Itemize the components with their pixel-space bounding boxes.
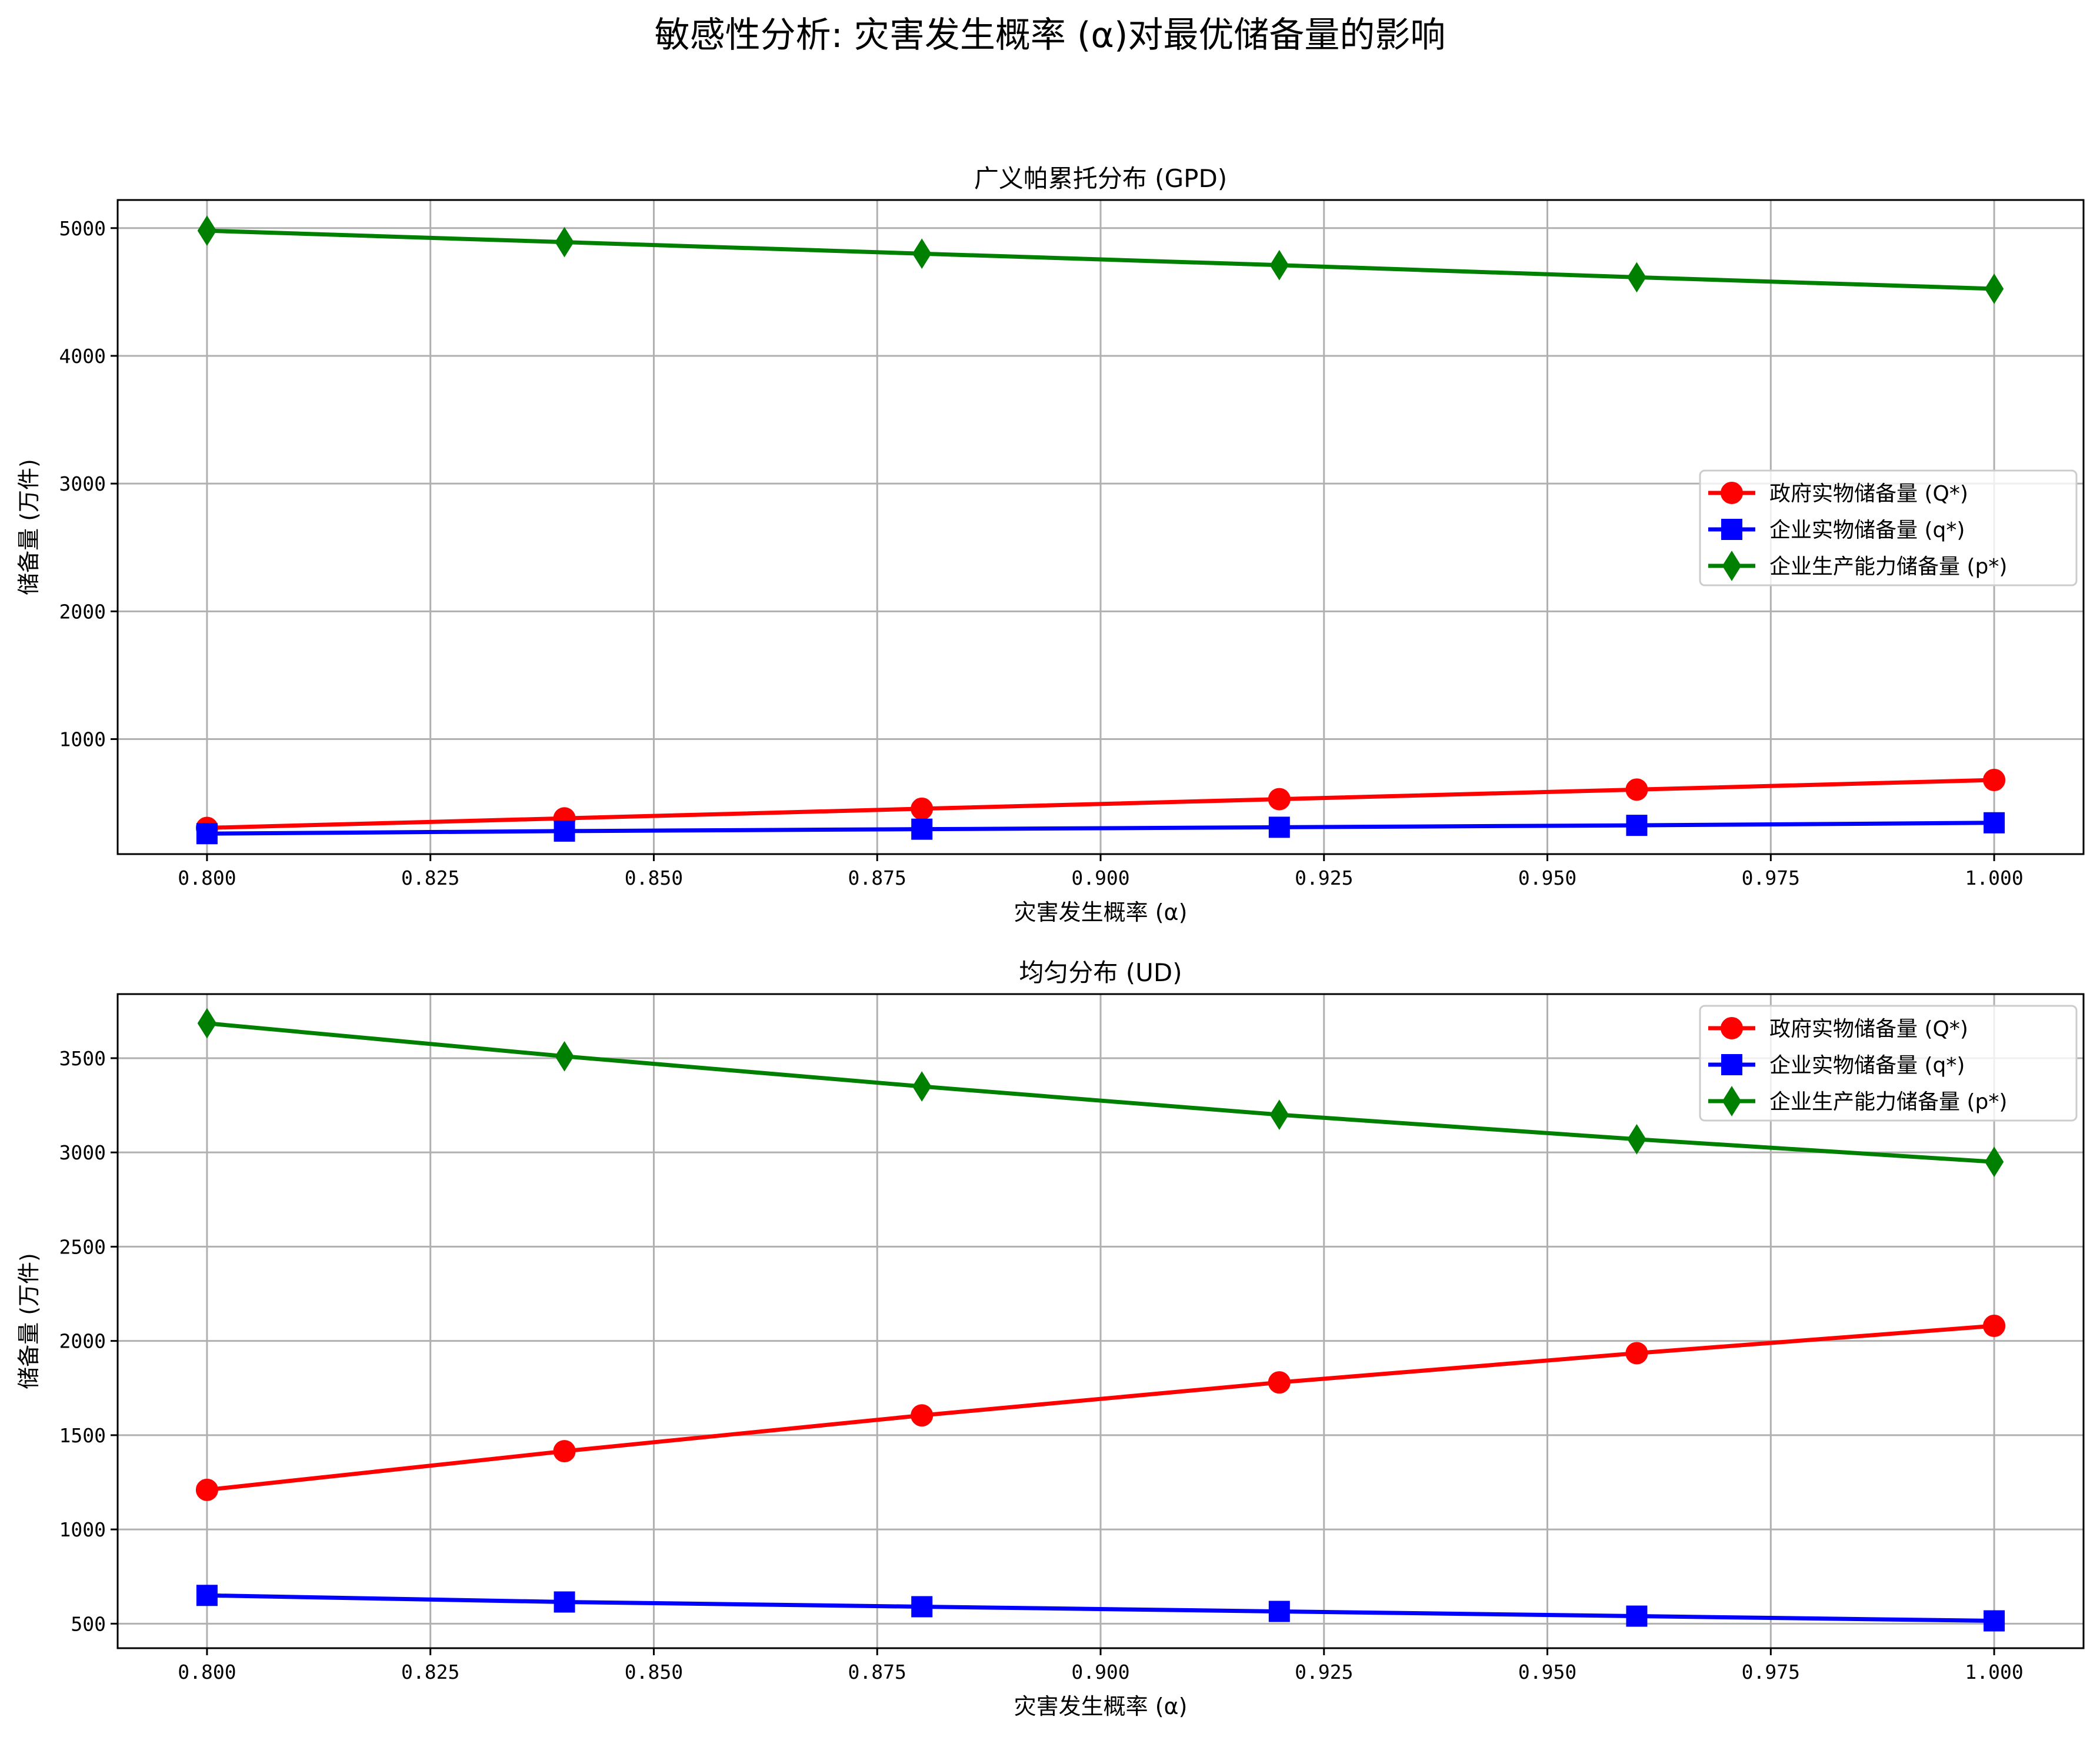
x-tick-label: 0.850 (625, 1661, 683, 1683)
x-axis-label: 灾害发生概率 (α) (1014, 1693, 1188, 1719)
data-point-p (1984, 274, 2004, 304)
y-tick-label: 1500 (59, 1424, 106, 1447)
legend-marker-Q (1721, 1017, 1743, 1039)
data-point-q (1268, 1601, 1290, 1622)
data-point-Q (1983, 1315, 2006, 1338)
y-tick-label: 1000 (59, 1518, 106, 1541)
data-point-p (1269, 1099, 1289, 1130)
data-point-q (1984, 812, 2005, 834)
legend-marker-p (1722, 1086, 1742, 1116)
subplot-title: 均匀分布 (UD) (1019, 958, 1182, 987)
legend-label-q: 企业实物储备量 (q*) (1769, 1053, 1965, 1078)
x-tick-label: 0.900 (1071, 866, 1129, 889)
data-point-Q (1983, 769, 2006, 792)
x-tick-label: 0.975 (1742, 866, 1800, 889)
x-tick-label: 0.975 (1742, 1661, 1800, 1683)
x-tick-label: 0.950 (1518, 866, 1576, 889)
data-point-Q (1625, 778, 1648, 801)
y-tick-label: 2000 (59, 600, 106, 623)
data-point-p (197, 215, 217, 246)
series-line-Q (206, 778, 1995, 830)
legend-label-p: 企业生产能力储备量 (p*) (1769, 555, 2007, 579)
x-tick-label: 1.000 (1965, 866, 2023, 889)
data-point-p (1269, 249, 1289, 281)
data-point-Q (911, 1404, 934, 1427)
subplot-title: 广义帕累托分布 (GPD) (974, 164, 1227, 193)
data-point-q (554, 1591, 575, 1613)
x-tick-label: 0.825 (401, 1661, 459, 1683)
data-point-p (1627, 262, 1646, 293)
x-tick-label: 1.000 (1965, 1661, 2023, 1683)
ud-panel: 0.800 0.825 0.850 0.875 0.900 0.925 0.950 0.975… (16, 958, 2085, 1719)
gpd-panel: 0.800 0.825 0.850 0.875 0.900 0.925 0.950 0.975… (16, 164, 2085, 925)
y-axis-label: 储备量 (万件) (16, 1253, 42, 1389)
x-tick-label: 0.950 (1518, 1661, 1576, 1683)
y-tick-label: 1000 (59, 728, 106, 751)
y-tick-label: 3000 (59, 1141, 106, 1164)
y-tick-label: 2000 (59, 1330, 106, 1353)
series-line-Q (206, 1323, 1995, 1492)
legend-label-Q: 政府实物储备量 (Q*) (1769, 1017, 1968, 1041)
series-line-p (206, 228, 1995, 291)
legend-marker-q (1721, 1054, 1742, 1075)
x-tick-label: 0.925 (1295, 1661, 1353, 1683)
data-point-q (196, 823, 218, 845)
series-line-q (206, 1593, 1995, 1623)
x-tick-label: 0.825 (401, 866, 459, 889)
data-point-q (554, 820, 575, 842)
legend-box (1699, 469, 2078, 586)
legend-marker-q (1721, 519, 1742, 540)
data-point-q (1268, 816, 1290, 838)
legend: 政府实物储备量 (Q*) 企业实物储备量 (q*) 企业生产能力储备量 (p*) (1699, 1005, 2078, 1122)
data-point-q (1626, 815, 1648, 836)
data-point-p (1627, 1123, 1646, 1155)
y-tick-label: 2500 (59, 1235, 106, 1258)
data-point-Q (195, 1478, 218, 1501)
data-point-q (1626, 1605, 1648, 1627)
data-point-Q (553, 1440, 576, 1463)
data-point-p (555, 1041, 574, 1072)
plot-frame (116, 993, 2085, 1649)
data-point-q (196, 1585, 218, 1606)
x-tick-label: 0.850 (625, 866, 683, 889)
data-point-p (912, 1071, 932, 1102)
data-point-p (912, 238, 932, 269)
data-point-p (555, 226, 574, 258)
x-tick-label: 0.800 (178, 1661, 236, 1683)
x-tick-label: 0.900 (1071, 1661, 1129, 1683)
legend-label-p: 企业生产能力储备量 (p*) (1769, 1090, 2007, 1114)
figure-title: 敏感性分析: 灾害发生概率 (α)对最优储备量的影响 (655, 15, 1446, 56)
data-point-Q (911, 797, 934, 820)
data-point-Q (1625, 1342, 1648, 1365)
x-tick-label: 0.925 (1295, 866, 1353, 889)
legend-marker-p (1722, 551, 1742, 581)
x-tick-label: 0.875 (848, 1661, 906, 1683)
data-point-p (197, 1008, 217, 1039)
y-tick-label: 5000 (59, 217, 106, 240)
legend: 政府实物储备量 (Q*) 企业实物储备量 (q*) 企业生产能力储备量 (p*) (1699, 469, 2078, 586)
legend-marker-Q (1721, 482, 1743, 504)
legend-label-q: 企业实物储备量 (q*) (1769, 518, 1965, 542)
plot-frame (116, 199, 2085, 855)
series-line-p (206, 1021, 1995, 1164)
x-tick-label: 0.800 (178, 866, 236, 889)
data-point-p (1984, 1146, 2004, 1178)
legend-label-Q: 政府实物储备量 (Q*) (1769, 482, 1968, 506)
data-point-Q (1268, 1371, 1291, 1394)
data-point-q (1984, 1610, 2005, 1632)
y-tick-label: 3500 (59, 1047, 106, 1070)
data-point-q (911, 818, 933, 840)
y-tick-label: 500 (71, 1612, 106, 1635)
y-tick-label: 4000 (59, 345, 106, 368)
y-axis-label: 储备量 (万件) (16, 459, 42, 595)
data-point-Q (1268, 788, 1291, 811)
legend-box (1699, 1005, 2078, 1122)
x-tick-label: 0.875 (848, 866, 906, 889)
series-line-q (206, 821, 1995, 836)
y-tick-label: 3000 (59, 472, 106, 495)
data-point-q (911, 1596, 933, 1618)
x-axis-label: 灾害发生概率 (α) (1014, 899, 1188, 925)
